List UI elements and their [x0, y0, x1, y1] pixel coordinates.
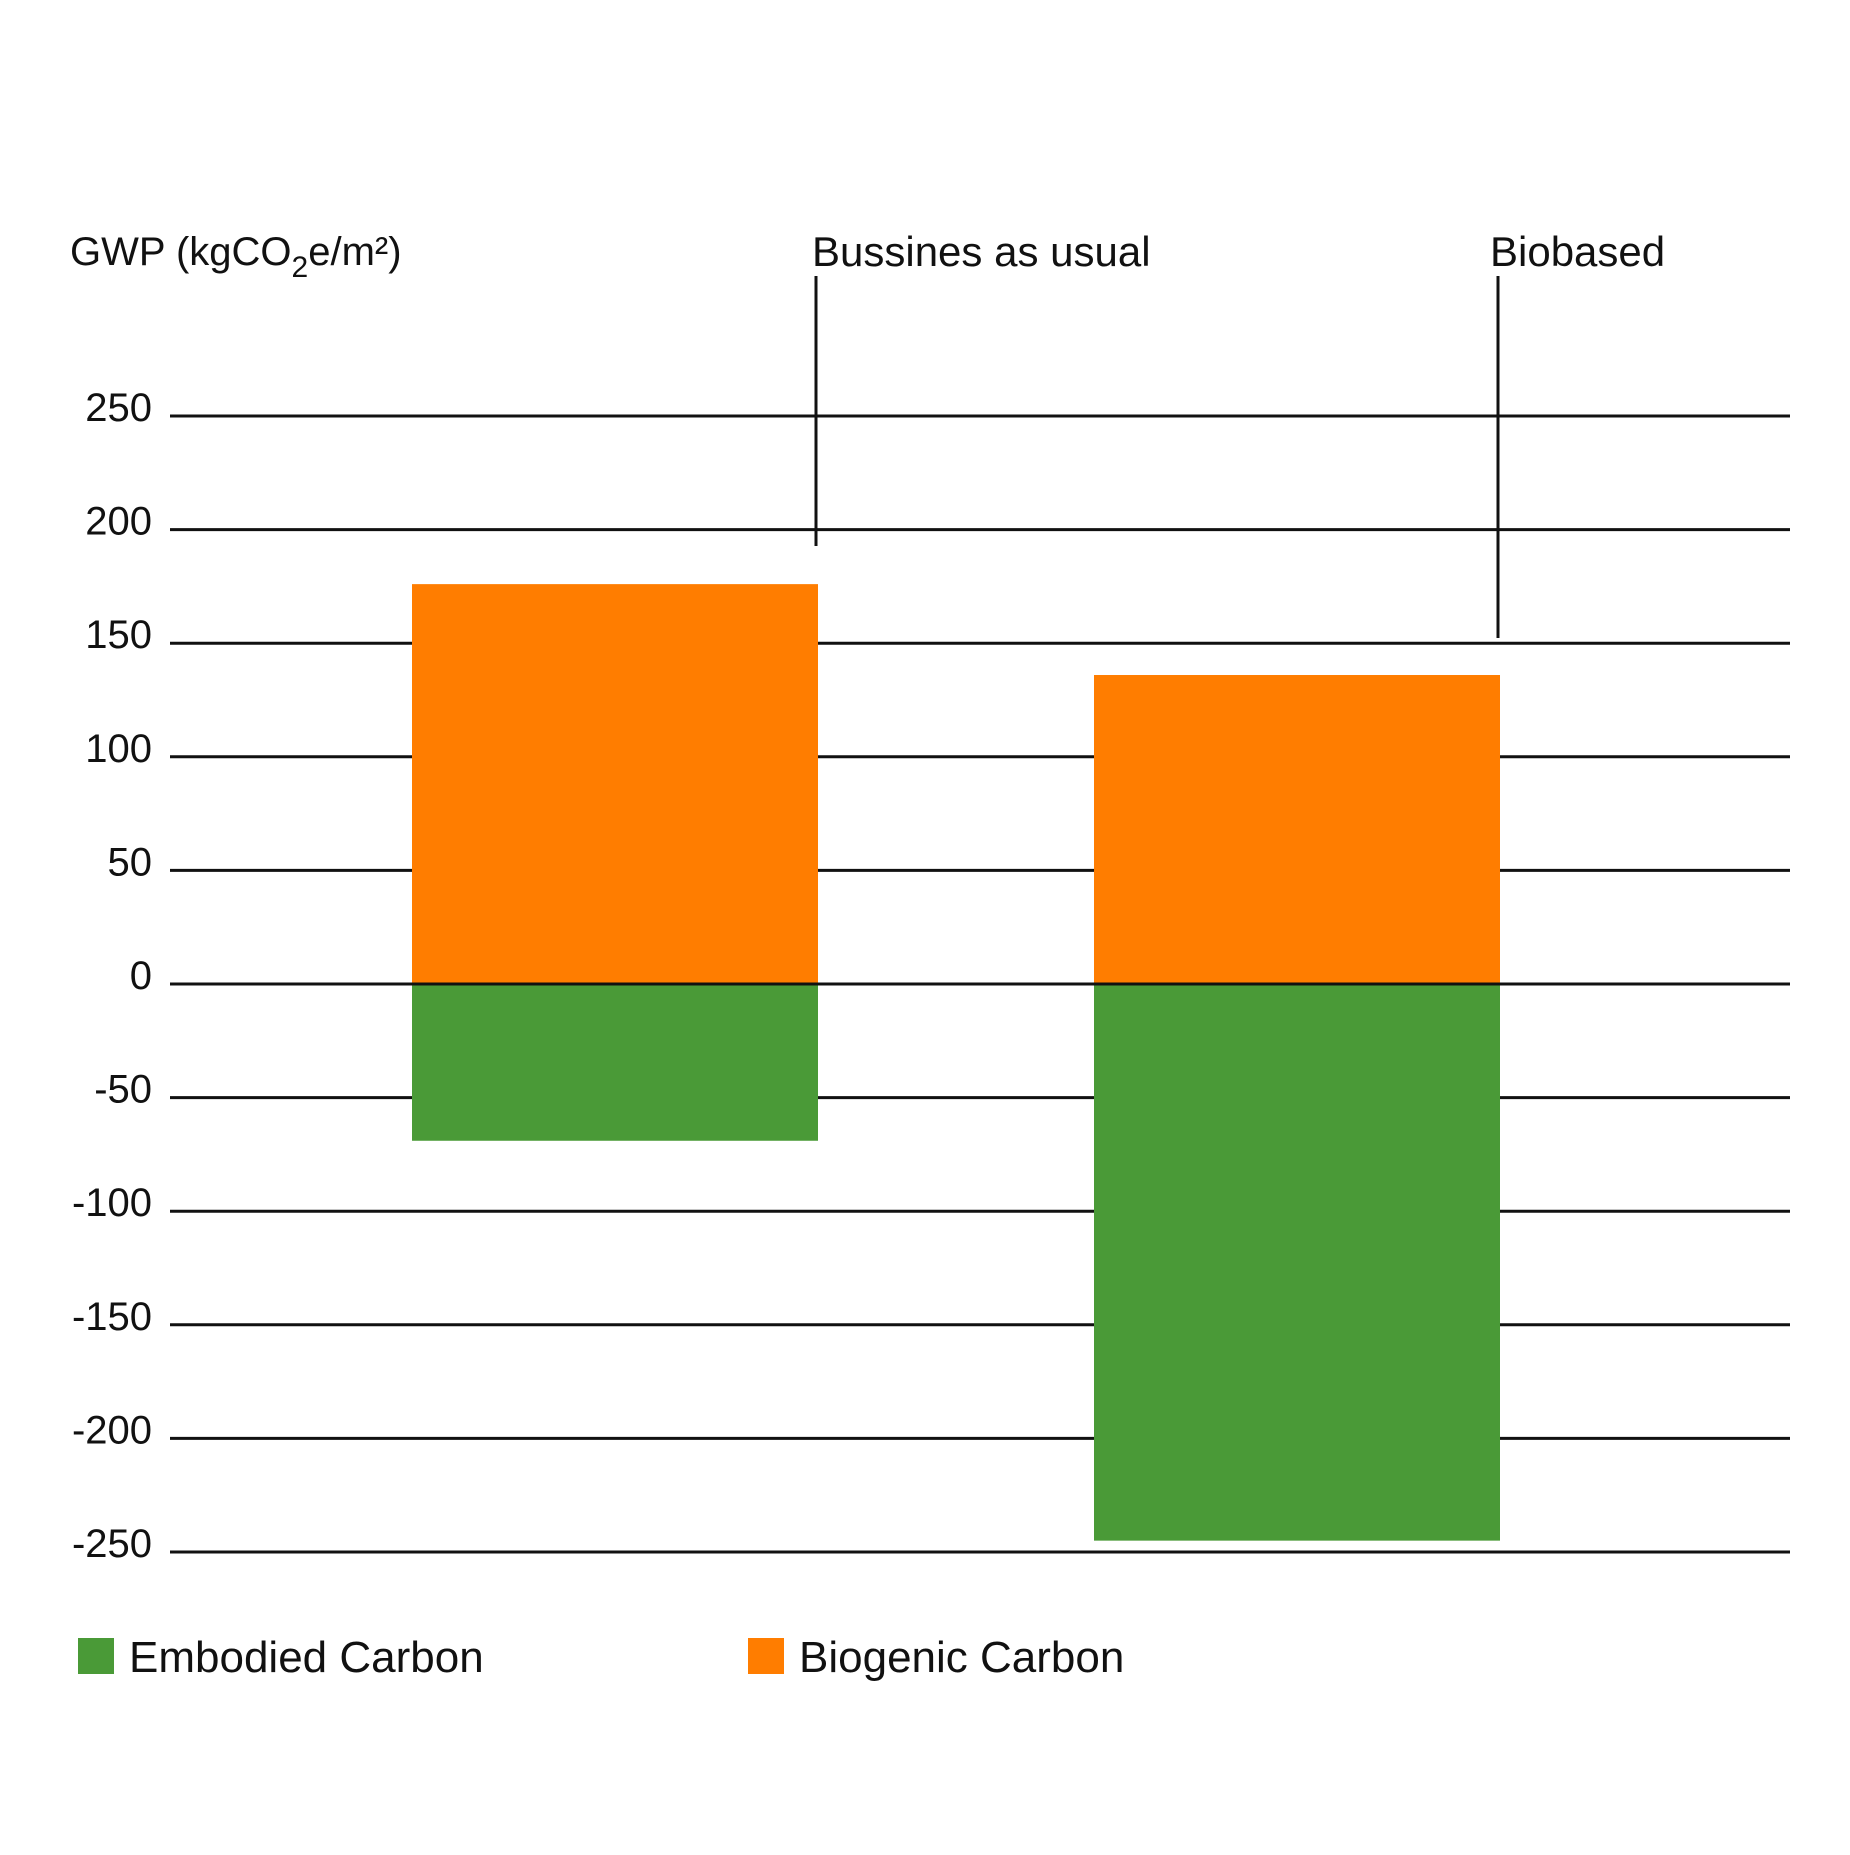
y-axis-title-prefix: GWP (kgCO	[70, 230, 292, 274]
category-labels: Bussines as usual Biobased	[812, 228, 1665, 638]
bar-embodied-carbon-1	[1094, 984, 1500, 1541]
y-tick-label: -100	[72, 1181, 152, 1225]
bar-biogenic-carbon-1	[1094, 675, 1500, 984]
y-tick-label: -200	[72, 1408, 152, 1452]
y-axis-title-subscript: 2	[292, 251, 309, 284]
category-label: Biobased	[1490, 228, 1665, 275]
y-tick-label: 50	[108, 840, 153, 884]
legend: Embodied Carbon Biogenic Carbon	[78, 1633, 1124, 1682]
category-label: Bussines as usual	[812, 228, 1151, 275]
bar-biogenic-carbon-0	[412, 584, 818, 984]
bar-embodied-carbon-0	[412, 984, 818, 1141]
y-tick-label: 200	[85, 500, 152, 544]
y-axis-title: GWP (kgCO2e/m²)	[70, 230, 402, 284]
y-tick-label: -150	[72, 1295, 152, 1339]
y-tick-label: -250	[72, 1522, 152, 1566]
legend-label: Embodied Carbon	[129, 1633, 484, 1682]
bars	[412, 584, 1500, 1541]
y-tick-labels: 250 200 150 100 50 0 -50 -100 -150 -200 -250	[72, 386, 152, 1566]
y-tick-label: 250	[85, 386, 152, 430]
y-tick-label: -50	[94, 1068, 152, 1112]
y-tick-label: 0	[130, 954, 152, 998]
legend-label: Biogenic Carbon	[799, 1633, 1124, 1682]
y-tick-label: 100	[85, 727, 152, 771]
y-axis-title-suffix: e/m²)	[308, 230, 401, 274]
legend-swatch	[748, 1638, 784, 1674]
y-tick-label: 150	[85, 613, 152, 657]
legend-swatch	[78, 1638, 114, 1674]
